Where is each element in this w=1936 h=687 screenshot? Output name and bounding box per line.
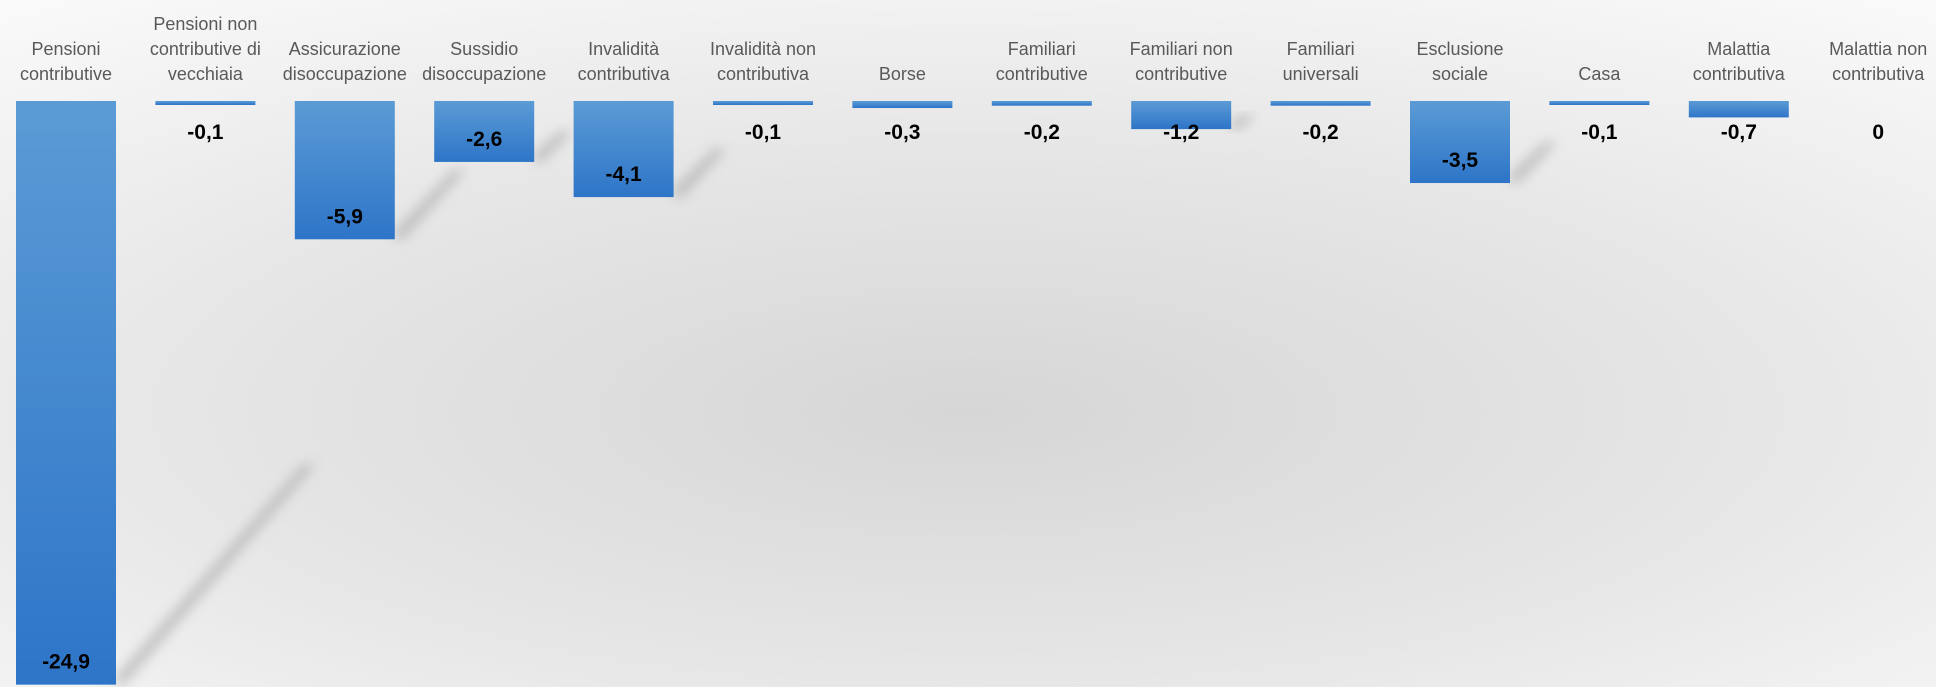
value-label-borse: -0,3 [884, 121, 920, 144]
value-label-esclusione-sociale: -3,5 [1442, 149, 1479, 172]
category-label-familiari-non-contributive: Familiari non contributive [1130, 39, 1233, 84]
category-label-familiari-contributive: Familiari contributive [996, 39, 1088, 84]
category-label-invalidita-contributiva: Invalidità contributiva [578, 39, 671, 84]
bar-pensioni-non-contributive-di-vecchiaia [155, 101, 256, 105]
category-label-assicurazione-disoccupazione: Assicurazione disoccupazione [283, 39, 407, 84]
bar-shadow-familiari-non-contributive [1231, 115, 1256, 130]
bar-familiari-non-contributive [1131, 101, 1232, 130]
value-label-invalidita-contributiva: -4,1 [606, 163, 643, 186]
value-label-invalidita-non-contributiva: -0,1 [745, 121, 782, 144]
bar-borse [852, 101, 953, 109]
bar-casa [1549, 101, 1650, 105]
category-labels: Pensioni contributive Pensioni non contribu… [20, 14, 1927, 84]
value-label-pensioni-contributive: -24,9 [42, 651, 90, 674]
category-label-casa: Casa [1578, 64, 1621, 84]
category-label-esclusione-sociale: Esclusione sociale [1416, 39, 1503, 84]
value-label-pensioni-non-contributive-di-vecchiaia: -0,1 [187, 121, 224, 144]
bar-shadow-esclusione-sociale [1510, 142, 1557, 184]
value-label-sussidio-disoccupazione: -2,6 [466, 128, 502, 151]
value-labels: -24,9 -0,1 -5,9 -2,6 -4,1 -0,1 -0,3 -0,2 -1,2 -0,… [42, 121, 1884, 674]
bar-shadow-sussidio-disoccupazione [534, 131, 573, 162]
bar-familiari-universali [1270, 101, 1371, 106]
category-label-borse: Borse [879, 64, 926, 84]
bar-familiari-contributive [991, 101, 1092, 106]
value-label-familiari-universali: -0,2 [1303, 121, 1339, 144]
bar-malattia-contributiva [1688, 101, 1789, 118]
bars [16, 101, 1789, 685]
category-label-invalidita-non-contributiva: Invalidità non contributiva [710, 39, 816, 84]
category-label-malattia-contributiva: Malattia contributiva [1693, 39, 1786, 84]
value-label-malattia-contributiva: -0,7 [1721, 121, 1757, 144]
value-label-malattia-non-contributiva: 0 [1872, 121, 1884, 144]
category-label-pensioni-non-contributive-di-vecchiaia: Pensioni non contributive di vecchiaia [150, 14, 261, 84]
category-label-pensioni-contributive: Pensioni contributive [20, 39, 112, 84]
bar-shadows [116, 115, 1557, 685]
bar-esclusione-sociale [1410, 101, 1510, 184]
bar-shadow-assicurazione-disoccupazione [394, 170, 466, 240]
value-label-familiari-non-contributive: -1,2 [1163, 121, 1199, 144]
bar-sussidio-disoccupazione [434, 101, 535, 162]
value-label-casa: -0,1 [1581, 121, 1618, 144]
bar-invalidita-non-contributiva [713, 101, 813, 105]
category-label-malattia-non-contributiva: Malattia non contributiva [1829, 39, 1927, 84]
bar-shadow-invalidita-contributiva [673, 149, 727, 198]
category-label-familiari-universali: Familiari universali [1283, 39, 1359, 84]
bar-assicurazione-disoccupazione [294, 101, 395, 240]
value-label-assicurazione-disoccupazione: -5,9 [327, 205, 363, 228]
bar-shadow-pensioni-contributive [116, 464, 315, 685]
bar-invalidita-contributiva [573, 101, 674, 198]
bar-pensioni-contributive [16, 101, 116, 685]
value-label-familiari-contributive: -0,2 [1024, 121, 1060, 144]
category-label-sussidio-disoccupazione: Sussidio disoccupazione [422, 39, 546, 84]
